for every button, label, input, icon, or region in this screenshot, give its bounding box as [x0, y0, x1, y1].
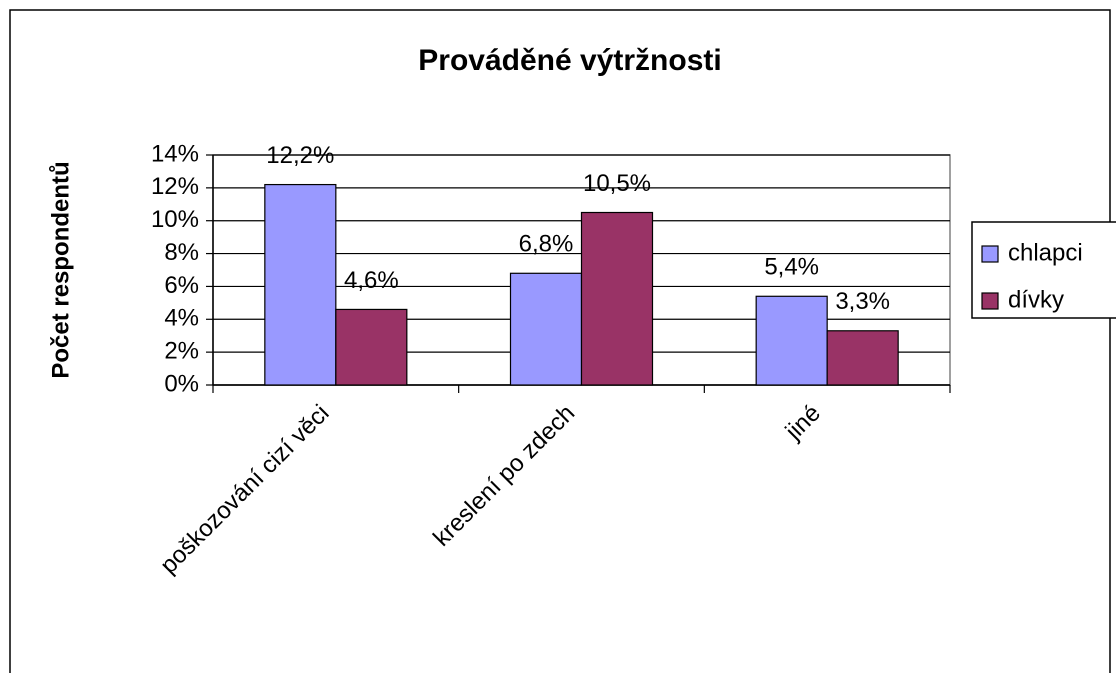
y-tick-label: 2%	[164, 337, 199, 364]
value-label: 3,3%	[835, 288, 890, 315]
bar	[755, 295, 828, 386]
chart-frame	[9, 9, 1111, 673]
y-axis-label: Počet respondentů	[47, 161, 74, 378]
legend-label: dívky	[1008, 286, 1064, 313]
y-tick-label: 10%	[151, 206, 199, 233]
bar	[264, 183, 337, 386]
bar	[580, 211, 654, 386]
value-label: 4,6%	[344, 267, 399, 294]
chart-title: Prováděné výtržnosti	[418, 44, 721, 77]
y-tick-label: 6%	[164, 272, 199, 299]
y-tick-label: 8%	[164, 239, 199, 266]
bar	[509, 272, 583, 386]
legend-swatch	[981, 245, 999, 263]
bar	[826, 330, 899, 386]
bar	[335, 308, 408, 386]
y-tick-label: 14%	[151, 140, 199, 167]
value-label: 5,4%	[764, 254, 819, 281]
value-label: 6,8%	[519, 231, 574, 258]
value-label: 10,5%	[583, 170, 651, 197]
value-label: 12,2%	[266, 142, 334, 169]
y-tick-label: 4%	[164, 305, 199, 332]
y-tick-label: 12%	[151, 173, 199, 200]
y-tick-label: 0%	[164, 370, 199, 397]
legend-swatch	[981, 292, 999, 310]
legend-label: chlapci	[1008, 239, 1083, 266]
